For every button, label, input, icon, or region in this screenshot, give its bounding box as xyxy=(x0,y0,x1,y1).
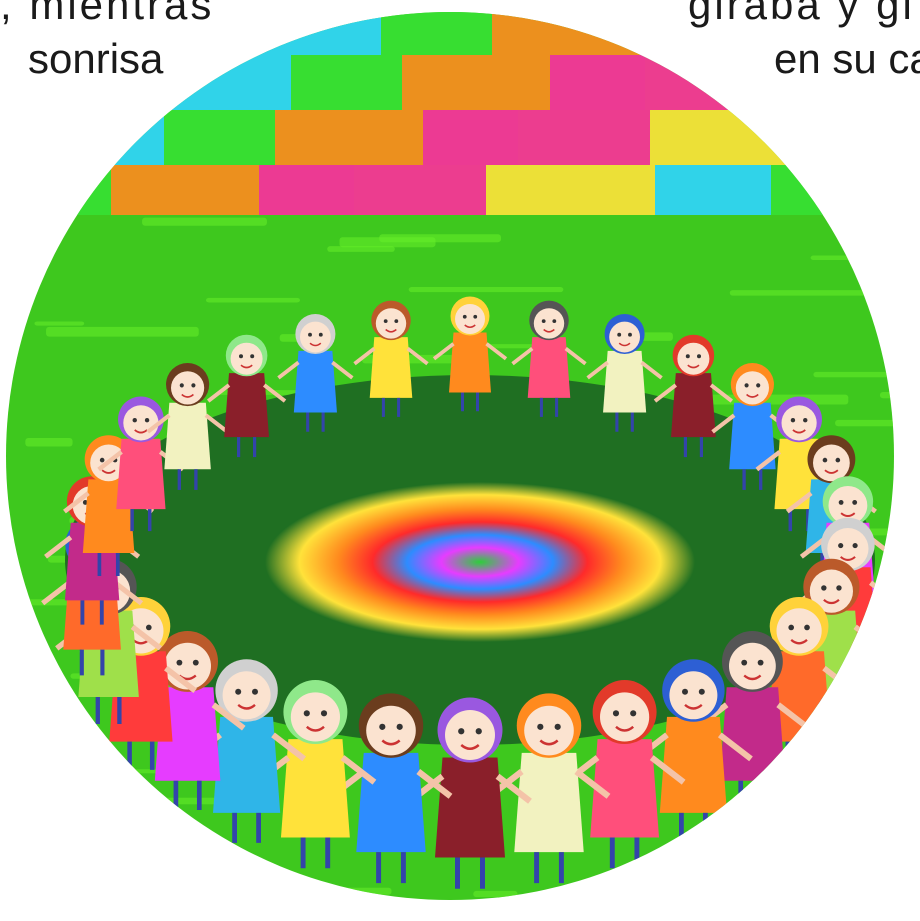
child-figure xyxy=(206,334,287,458)
child-figure xyxy=(254,680,377,869)
grass-streak xyxy=(907,323,920,328)
sky-band xyxy=(777,55,894,110)
sky-band xyxy=(645,55,777,110)
sky-band xyxy=(111,165,259,215)
children-circle xyxy=(41,296,894,889)
grass-streak xyxy=(25,438,73,447)
grass-streak xyxy=(46,326,199,337)
grass-streak xyxy=(813,371,894,378)
sky-band xyxy=(640,12,735,55)
grass-streak xyxy=(810,255,861,260)
sky-band xyxy=(819,110,894,165)
sky-band xyxy=(402,55,550,110)
child-figure xyxy=(146,362,229,490)
sky-band xyxy=(127,55,291,110)
story-text-line-2-left: sonrisa xyxy=(28,35,164,82)
sky-band xyxy=(518,110,650,165)
sky-band xyxy=(655,165,771,215)
grass-streak xyxy=(34,321,85,326)
sky-band xyxy=(650,110,819,165)
child-figure xyxy=(129,631,246,811)
sky-band xyxy=(217,12,381,55)
rainbow-ring xyxy=(265,482,695,642)
grass-streak xyxy=(408,286,564,293)
sky-band xyxy=(867,12,894,55)
grass-streak xyxy=(835,419,894,427)
child-figure xyxy=(511,300,587,417)
grass-streak xyxy=(911,592,920,601)
sky-band xyxy=(735,12,867,55)
sky-band xyxy=(275,110,423,165)
child-figure xyxy=(653,334,734,458)
sky-band xyxy=(423,110,518,165)
sky-band xyxy=(164,110,275,165)
grass-streak xyxy=(791,867,894,876)
child-figure xyxy=(353,300,429,417)
sky-band xyxy=(492,12,640,55)
sky-band xyxy=(550,55,645,110)
sky-band xyxy=(6,165,111,215)
sky-band xyxy=(259,165,354,215)
grass-streak xyxy=(327,246,395,252)
child-figure xyxy=(711,362,794,490)
sky-bands xyxy=(6,12,894,215)
child-figure xyxy=(277,313,354,432)
story-text-line-2-right: en su ca xyxy=(774,35,920,82)
child-figure xyxy=(329,693,453,884)
grass-streak xyxy=(142,217,267,226)
child-figure xyxy=(586,313,663,432)
sky-band xyxy=(90,12,217,55)
child-figure xyxy=(563,680,686,869)
sky-band xyxy=(6,110,164,165)
sky-band xyxy=(291,55,402,110)
sky-band xyxy=(771,165,894,215)
grass-streak xyxy=(473,890,518,898)
story-text-line-1-right: giraba y gi xyxy=(688,0,915,28)
grass-streak xyxy=(729,290,878,296)
grass-streak xyxy=(205,297,301,303)
sky-band xyxy=(6,12,90,55)
grass-streak xyxy=(889,530,894,537)
sky-band xyxy=(6,55,127,110)
grass-streak xyxy=(339,237,436,248)
grass-streak xyxy=(879,392,894,399)
sky-band xyxy=(354,165,486,215)
sky-band xyxy=(381,12,492,55)
sky-band xyxy=(486,165,655,215)
child-figure xyxy=(432,296,508,412)
grass-streak xyxy=(298,887,392,895)
story-text-line-1-left: , mientras xyxy=(0,0,215,28)
child-figure xyxy=(633,659,753,843)
